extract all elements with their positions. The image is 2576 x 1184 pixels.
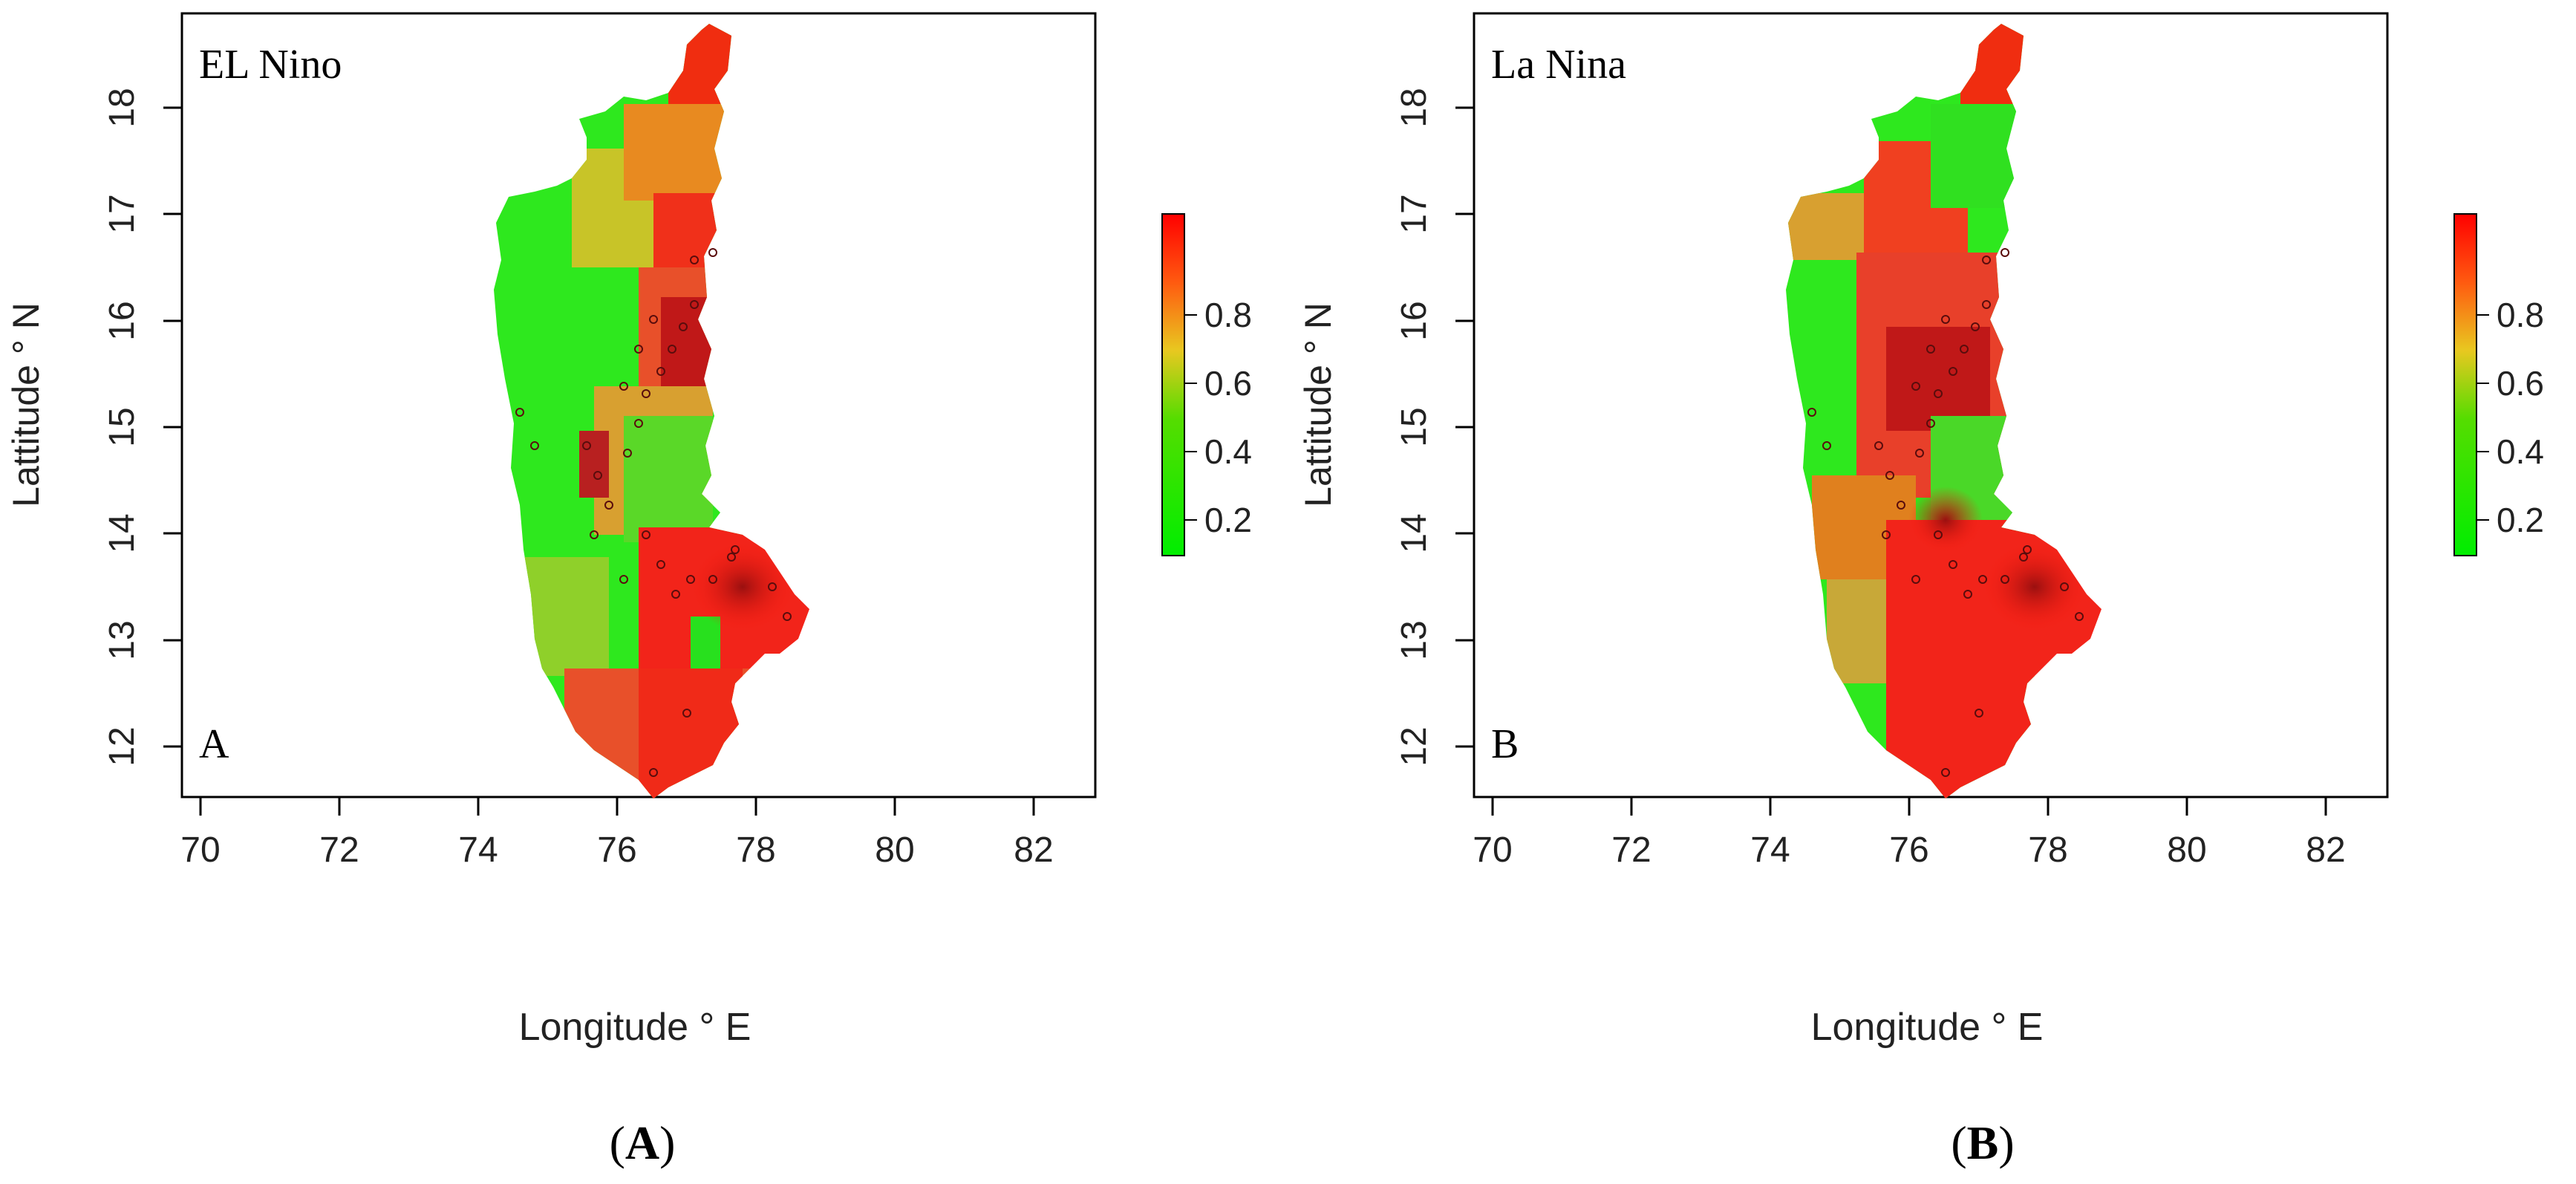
inset-title-a: EL Nino (199, 42, 342, 88)
colorbar-tick-label-a: 0.4 (1204, 432, 1252, 471)
caption-letter-b: B (1967, 1116, 1999, 1169)
y-tick-label-b: 16 (1395, 301, 1434, 340)
y-axis-label-a: Lattitude ° N (5, 302, 47, 507)
y-tick-label-b: 12 (1395, 726, 1434, 766)
hotspot-b (1983, 542, 2087, 631)
y-tick-label-a: 15 (102, 407, 142, 446)
x-tick-label-b: 82 (2306, 830, 2345, 870)
x-axis-a (199, 797, 1035, 816)
y-tick-label-a: 12 (102, 726, 142, 766)
y-tick-label-b: 15 (1395, 407, 1434, 446)
x-tick-label-b: 74 (1750, 830, 1790, 870)
inset-letter-b: B (1491, 721, 1519, 767)
y-tick-label-b: 18 (1395, 88, 1434, 127)
y-tick-label-a: 17 (102, 194, 142, 233)
colorbar-b (2453, 213, 2477, 556)
colorbar-tick-label-a: 0.8 (1204, 296, 1252, 334)
y-tick-label-b: 13 (1395, 620, 1434, 660)
colorbar-tick-label-b: 0.4 (2497, 432, 2544, 471)
x-tick-label-a: 74 (458, 830, 498, 870)
panel-a: 12 13 14 15 16 17 18 Lattitude ° N 70 72… (5, 12, 1252, 1169)
x-tick-label-b: 76 (1889, 830, 1928, 870)
x-axis-label-a: Longitude ° E (519, 1006, 751, 1049)
caption-b: (B) (1951, 1116, 2014, 1169)
region-mid-spot-a (579, 431, 609, 498)
y-axis-label-b: Lattitude ° N (1297, 302, 1339, 507)
inset-letter-a: A (199, 721, 229, 767)
panel-b: 12 13 14 15 16 17 18 Lattitude ° N 70 72… (1297, 12, 2544, 1169)
y-tick-label-a: 16 (102, 301, 142, 340)
y-tick-label-b: 17 (1395, 194, 1434, 233)
x-axis-label-b: Longitude ° E (1811, 1006, 2044, 1049)
region-mid-green-a (624, 416, 713, 542)
hotspot-a (691, 542, 795, 631)
colorbar-tick-label-a: 0.2 (1204, 501, 1252, 539)
caption-a: (A) (610, 1116, 676, 1169)
map-b (1786, 24, 2101, 798)
caption-letter-a: A (625, 1116, 659, 1169)
x-axis-b (1491, 797, 2327, 816)
x-tick-label-b: 70 (1473, 830, 1512, 870)
colorbar-tick-label-b: 0.2 (2497, 501, 2544, 539)
y-tick-label-a: 13 (102, 620, 142, 660)
x-tick-label-a: 78 (736, 830, 775, 870)
x-tick-label-a: 72 (319, 830, 359, 870)
y-tick-label-a: 14 (102, 513, 142, 553)
y-axis-b (1455, 106, 1474, 748)
x-tick-label-a: 82 (1014, 830, 1053, 870)
colorbar-a (1161, 213, 1185, 556)
x-tick-label-a: 76 (597, 830, 636, 870)
colorbar-tick-label-b: 0.6 (2497, 364, 2544, 403)
y-axis-a (163, 106, 182, 748)
colorbar-tick-label-a: 0.6 (1204, 364, 1252, 403)
x-tick-label-a: 70 (180, 830, 220, 870)
hotspot-b2 (1908, 487, 1983, 553)
x-tick-label-b: 80 (2167, 830, 2206, 870)
region-west-orange-b (1786, 193, 1871, 260)
y-tick-label-b: 14 (1395, 513, 1434, 553)
x-tick-label-b: 72 (1611, 830, 1651, 870)
inset-title-b: La Nina (1491, 42, 1626, 88)
region-central-dark-b (1886, 327, 1990, 431)
x-tick-label-a: 80 (875, 830, 914, 870)
y-tick-label-a: 18 (102, 88, 142, 127)
x-tick-label-b: 78 (2028, 830, 2067, 870)
colorbar-tick-label-b: 0.8 (2497, 296, 2544, 334)
